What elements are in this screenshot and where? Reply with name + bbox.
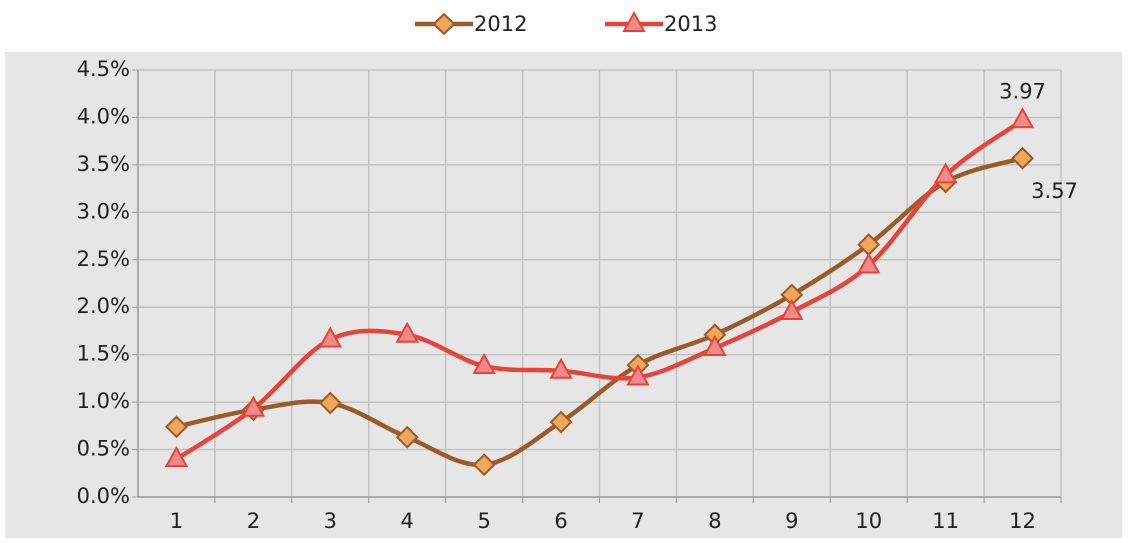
marker [857,252,881,274]
x-tick-label: 7 [631,509,644,533]
marker [165,415,188,439]
y-tick-label: 1.0% [77,389,130,413]
marker [395,321,419,343]
x-tick-label: 5 [477,509,490,533]
marker [549,357,573,379]
marker [472,453,496,477]
x-tick-label: 3 [324,509,337,533]
series-line [175,118,1024,461]
marker [432,12,456,36]
marker [780,298,804,320]
x-tick-label: 6 [554,509,567,533]
y-tick-label: 3.5% [77,152,130,176]
marker [622,10,646,32]
y-tick-label: 1.5% [77,342,130,366]
chart-background [5,52,1122,538]
legend-label: 2012 [474,12,527,36]
marker [703,334,727,357]
y-tick-label: 2.0% [77,294,130,318]
x-tick-label: 4 [401,509,414,533]
x-tick-label: 12 [1009,509,1036,533]
y-tick-label: 0.5% [77,437,130,461]
data-label: 3.97 [999,79,1046,103]
marker [626,364,650,386]
marker [1011,146,1034,170]
x-tick-label: 2 [247,509,260,533]
marker [241,395,266,417]
marker [1010,107,1035,129]
y-tick-label: 3.0% [77,199,130,223]
marker [318,326,342,348]
marker [395,425,419,449]
x-tick-label: 11 [932,509,959,533]
marker [549,410,573,434]
marker [472,352,496,375]
data-label: 3.57 [1031,179,1078,203]
marker [318,391,342,415]
y-tick-label: 0.0% [77,484,130,508]
x-tick-label: 9 [785,509,798,533]
marker [164,445,189,468]
marker [933,162,958,184]
y-tick-label: 4.0% [77,104,130,128]
legend-label: 2013 [664,12,717,36]
x-tick-label: 8 [708,509,721,533]
x-tick-label: 10 [855,509,882,533]
y-tick-label: 4.5% [77,57,130,81]
x-tick-label: 1 [170,509,183,533]
y-tick-label: 2.5% [77,247,130,271]
